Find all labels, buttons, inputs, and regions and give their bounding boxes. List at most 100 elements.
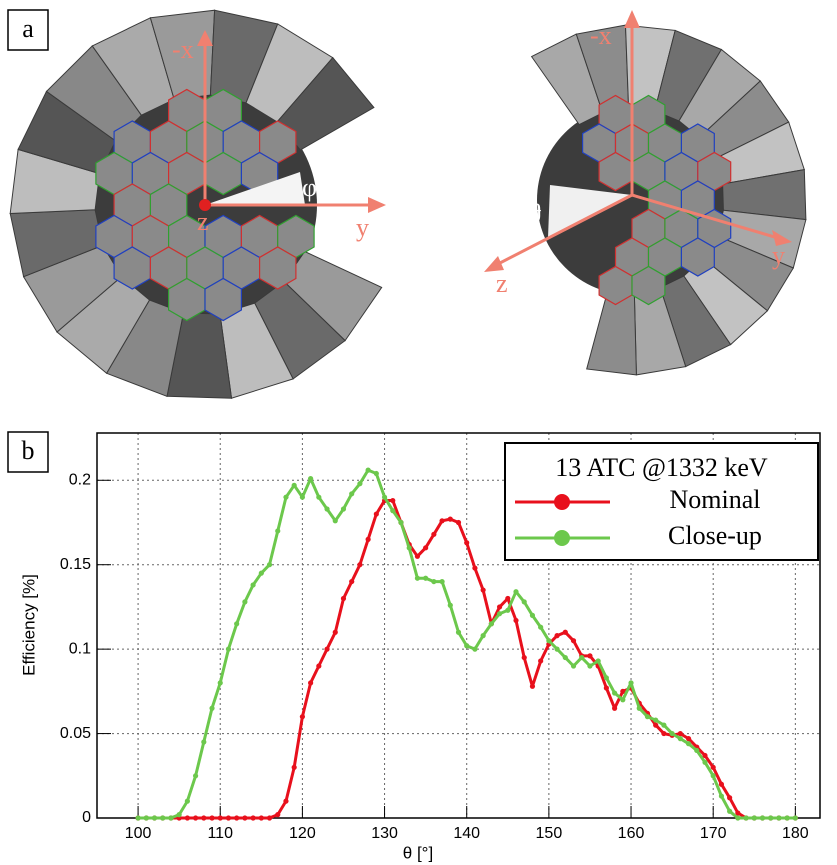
axis-label: y	[772, 241, 785, 270]
data-point	[472, 565, 478, 571]
data-point	[488, 621, 494, 627]
data-point	[751, 815, 757, 821]
legend-label: Close-up	[668, 521, 762, 550]
data-point	[554, 633, 560, 639]
data-point	[349, 578, 355, 585]
data-point	[455, 519, 462, 526]
data-point	[373, 511, 379, 517]
data-point	[694, 747, 700, 754]
data-point	[464, 540, 470, 546]
data-point	[373, 470, 379, 477]
x-tick-label: 180	[782, 825, 809, 842]
data-point	[710, 764, 716, 770]
axis-arrow	[497, 193, 633, 266]
data-point	[160, 815, 166, 821]
data-point	[299, 714, 305, 720]
data-point	[579, 654, 585, 661]
data-point	[242, 815, 248, 821]
x-tick-label: 150	[536, 825, 563, 842]
axis-label: y	[356, 213, 369, 242]
data-point	[414, 553, 421, 559]
data-point	[587, 663, 593, 669]
panel-label-box	[7, 9, 49, 51]
data-point	[603, 685, 609, 691]
data-point	[661, 722, 667, 728]
detector-crystal	[680, 237, 715, 277]
data-point	[595, 658, 601, 664]
data-point	[513, 617, 519, 624]
efficiency-chart: 100 110 120 130 140 150 160 170 180 0 0.05 0.1 0.15 0…	[60, 432, 821, 842]
data-point	[423, 575, 429, 581]
x-tick-label: 160	[618, 825, 645, 842]
data-point	[176, 812, 182, 818]
data-point	[505, 607, 511, 613]
data-point	[496, 611, 503, 617]
angle-label: ϑ	[528, 199, 541, 228]
plot-frame	[96, 432, 821, 819]
data-point	[644, 714, 651, 720]
y-tick-label: 0	[82, 809, 91, 826]
detector-crystal	[204, 277, 242, 322]
x-tick-label: 100	[125, 825, 152, 842]
data-point	[283, 798, 289, 804]
data-point	[735, 810, 741, 816]
data-point	[505, 595, 511, 602]
data-point	[143, 815, 149, 821]
data-point	[702, 752, 708, 759]
data-point	[324, 506, 330, 512]
data-point	[332, 629, 338, 635]
angle-wedge	[205, 172, 305, 205]
legend-title: 13 ATC @1332 keV	[555, 453, 768, 482]
data-point	[250, 815, 256, 821]
data-point	[464, 643, 470, 649]
data-point	[554, 646, 560, 652]
data-point	[603, 675, 609, 681]
data-point	[677, 730, 683, 737]
y-tick-label: 0.1	[69, 640, 91, 657]
data-point	[168, 815, 174, 821]
data-point	[266, 815, 273, 821]
arrow-head	[624, 10, 640, 28]
data-point	[439, 578, 445, 585]
data-point	[431, 578, 437, 585]
arrow-head	[197, 30, 213, 46]
axis-label: -x	[172, 35, 194, 64]
data-point	[431, 531, 437, 537]
data-point	[225, 646, 232, 652]
x-tick-label: 170	[700, 825, 727, 842]
data-point	[308, 475, 314, 482]
x-tick-label: 110	[207, 825, 233, 842]
data-point	[291, 482, 297, 488]
axis-label: -x	[590, 21, 612, 50]
data-point	[398, 519, 404, 526]
data-point	[439, 518, 445, 524]
data-point	[447, 516, 453, 522]
detector-crystal	[259, 246, 297, 290]
data-point	[299, 494, 305, 500]
data-point	[316, 494, 322, 500]
data-point	[702, 759, 708, 765]
arrow-head	[772, 230, 792, 246]
data-point	[308, 680, 314, 686]
data-point	[258, 570, 264, 576]
data-point	[225, 815, 232, 821]
angle-wedge	[548, 185, 632, 238]
data-point	[620, 688, 626, 694]
legend-label: Nominal	[670, 485, 761, 514]
x-axis-label: θ [°]	[403, 843, 433, 862]
data-point	[677, 736, 683, 742]
data-point	[357, 481, 363, 487]
data-point	[414, 575, 421, 581]
data-point	[759, 815, 766, 821]
data-point	[201, 739, 207, 745]
data-point	[340, 506, 347, 512]
data-point	[636, 705, 642, 711]
data-point	[381, 494, 388, 500]
data-point	[217, 815, 223, 821]
data-point	[727, 795, 733, 801]
data-point	[357, 562, 363, 568]
detector-crystal	[631, 265, 666, 306]
axis-label: z	[496, 269, 508, 298]
